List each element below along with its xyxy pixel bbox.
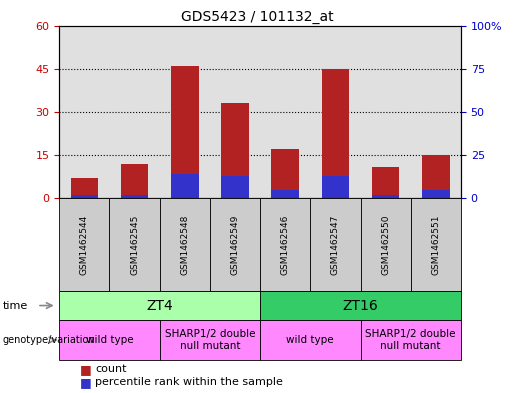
- Text: GSM1462549: GSM1462549: [231, 215, 239, 275]
- Text: wild type: wild type: [85, 335, 133, 345]
- Text: genotype/variation: genotype/variation: [3, 335, 95, 345]
- Text: ZT4: ZT4: [146, 299, 173, 312]
- Bar: [171, 174, 199, 198]
- Text: SHARP1/2 double
null mutant: SHARP1/2 double null mutant: [165, 329, 255, 351]
- Text: GSM1462544: GSM1462544: [80, 215, 89, 275]
- Bar: [321, 69, 349, 198]
- Bar: [171, 66, 199, 198]
- Bar: [71, 178, 98, 198]
- Bar: [121, 164, 148, 198]
- Bar: [271, 190, 299, 198]
- Text: GDS5423 / 101132_at: GDS5423 / 101132_at: [181, 10, 334, 24]
- Bar: [372, 195, 400, 198]
- Bar: [321, 176, 349, 198]
- Text: ■: ■: [80, 363, 92, 376]
- Bar: [372, 167, 400, 198]
- Text: GSM1462546: GSM1462546: [281, 215, 289, 275]
- Text: GSM1462548: GSM1462548: [180, 215, 189, 275]
- Text: GSM1462547: GSM1462547: [331, 215, 340, 275]
- Text: time: time: [3, 301, 28, 310]
- Bar: [221, 176, 249, 198]
- Text: SHARP1/2 double
null mutant: SHARP1/2 double null mutant: [366, 329, 456, 351]
- Bar: [71, 195, 98, 198]
- Text: count: count: [95, 364, 127, 375]
- Bar: [422, 155, 450, 198]
- Text: GSM1462545: GSM1462545: [130, 215, 139, 275]
- Bar: [221, 103, 249, 198]
- Text: GSM1462550: GSM1462550: [381, 215, 390, 275]
- Bar: [422, 190, 450, 198]
- Bar: [271, 149, 299, 198]
- Text: GSM1462551: GSM1462551: [432, 215, 440, 275]
- Text: ■: ■: [80, 376, 92, 389]
- Bar: [121, 195, 148, 198]
- Text: wild type: wild type: [286, 335, 334, 345]
- Text: ZT16: ZT16: [342, 299, 379, 312]
- Text: percentile rank within the sample: percentile rank within the sample: [95, 377, 283, 387]
